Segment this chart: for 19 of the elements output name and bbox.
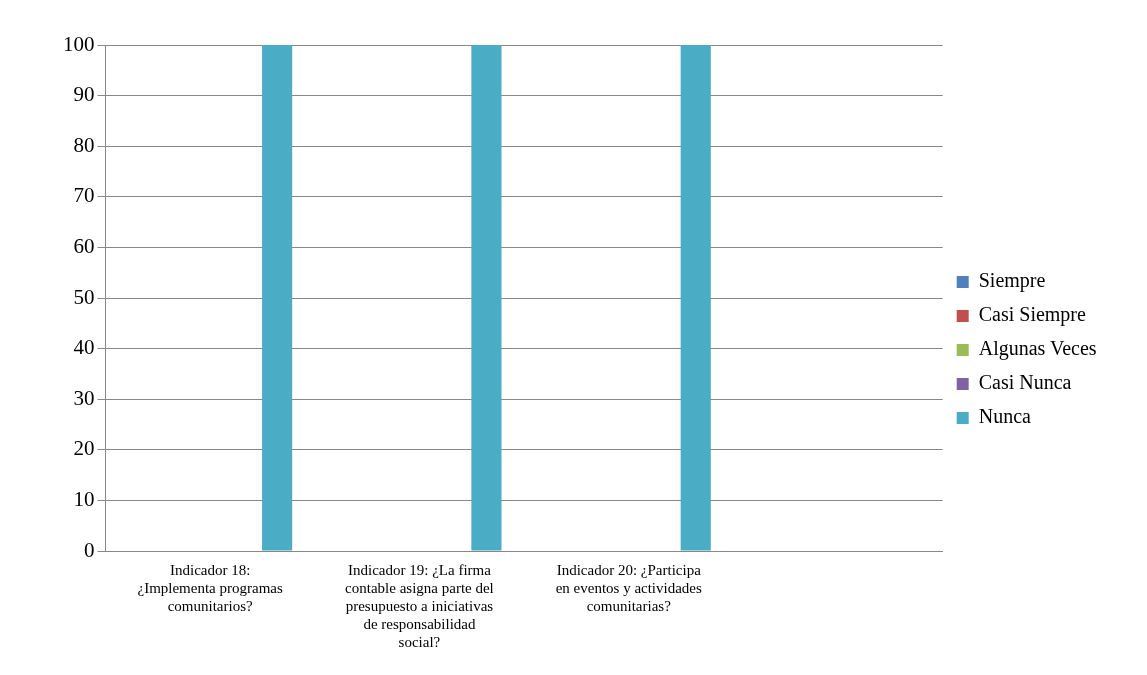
legend-label: Algunas Veces [978, 337, 1097, 361]
y-tick-label: 60 [73, 233, 95, 258]
x-tick-label: Indicador 20: ¿Participa en eventos y actividades comunitarias? [555, 561, 703, 614]
y-tick-label: 100 [63, 31, 95, 56]
y-tick-label: 90 [73, 82, 95, 107]
x-tick-label: Indicador 18: ¿Implementa programas comunitarios? [137, 561, 283, 614]
x-tick-label: Indicador 19: ¿La firma contable asigna parte del presupuesto a iniciativas de responsabilidad social? [345, 561, 494, 650]
y-tick-label: 0 [84, 537, 95, 562]
legend-label: Casi Siempre [978, 303, 1087, 327]
legend-label: Casi Nunca [978, 371, 1072, 394]
y-tick-label: 10 [73, 486, 95, 511]
legend-label: Nunca [978, 405, 1032, 428]
y-tick-label: 50 [73, 284, 95, 309]
y-tick-label: 40 [73, 335, 95, 360]
y-tick-label: 70 [73, 183, 95, 208]
y-tick-label: 80 [73, 132, 95, 157]
y-tick-label: 20 [73, 436, 95, 461]
y-tick-label: 30 [73, 385, 95, 410]
legend-label: Siempre [978, 269, 1046, 293]
